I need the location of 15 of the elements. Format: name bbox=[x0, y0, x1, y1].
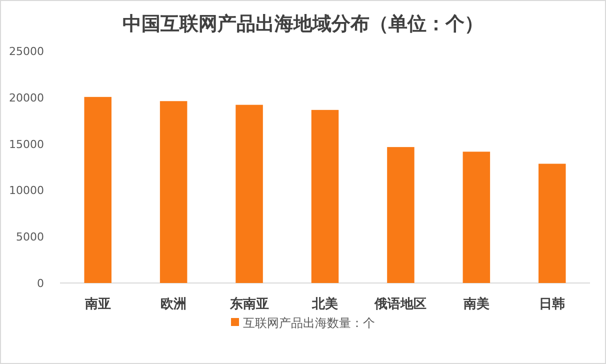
x-tick-label: 南美 bbox=[462, 296, 490, 312]
x-tick-label: 南亚 bbox=[84, 297, 111, 312]
x-tick-label: 欧洲 bbox=[160, 297, 187, 312]
y-tick-label: 10000 bbox=[9, 184, 44, 198]
x-tick-label: 东南亚 bbox=[228, 296, 269, 312]
chart-title: 中国互联网产品出海地域分布（单位：个） bbox=[122, 13, 484, 35]
legend-label: 互联网产品出海数量：个 bbox=[243, 316, 375, 330]
x-tick-label: 俄语地区 bbox=[374, 297, 427, 312]
y-tick-label: 25000 bbox=[9, 45, 44, 58]
x-tick-label: 日韩 bbox=[539, 297, 566, 312]
y-tick-label: 15000 bbox=[9, 138, 44, 151]
x-tick-label: 北美 bbox=[311, 296, 338, 312]
y-tick-label: 20000 bbox=[9, 91, 44, 104]
y-tick-label: 5000 bbox=[16, 230, 44, 244]
y-tick-label: 0 bbox=[37, 277, 44, 290]
